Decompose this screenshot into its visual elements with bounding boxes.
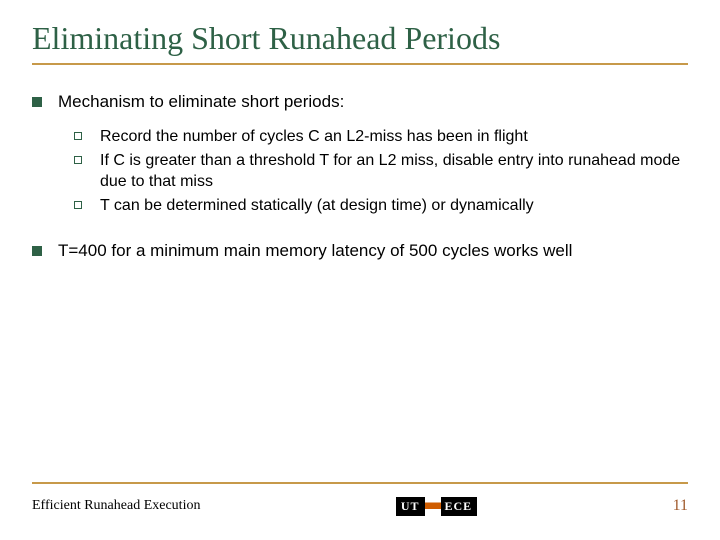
bullet-l1: Mechanism to eliminate short periods:	[32, 91, 688, 114]
slide: Eliminating Short Runahead Periods Mecha…	[0, 0, 720, 540]
bullet-l2-text: If C is greater than a threshold T for a…	[100, 150, 688, 193]
square-bullet-icon	[32, 246, 42, 256]
bullet-l2-text: T can be determined statically (at desig…	[100, 195, 688, 217]
bullet-l2: If C is greater than a threshold T for a…	[74, 150, 688, 193]
slide-content: Mechanism to eliminate short periods: Re…	[32, 91, 688, 263]
footer-rule	[32, 482, 688, 484]
hollow-square-bullet-icon	[74, 201, 82, 209]
logo-right: ECE	[441, 497, 478, 516]
footer-text: Efficient Runahead Execution	[32, 498, 200, 514]
logo-flag-icon	[425, 496, 441, 516]
hollow-square-bullet-icon	[74, 156, 82, 164]
hollow-square-bullet-icon	[74, 132, 82, 140]
slide-footer: Efficient Runahead Execution UT ECE 11	[32, 482, 688, 516]
page-number: 11	[673, 497, 688, 515]
bullet-l1-text: Mechanism to eliminate short periods:	[58, 91, 688, 114]
footer-row: Efficient Runahead Execution UT ECE 11	[32, 496, 688, 516]
logo-left: UT	[396, 497, 425, 516]
slide-title: Eliminating Short Runahead Periods	[32, 20, 688, 57]
bullet-l1: T=400 for a minimum main memory latency …	[32, 240, 688, 263]
title-rule	[32, 63, 688, 65]
sub-bullets: Record the number of cycles C an L2-miss…	[74, 126, 688, 216]
square-bullet-icon	[32, 97, 42, 107]
bullet-l2: Record the number of cycles C an L2-miss…	[74, 126, 688, 148]
bullet-l2-text: Record the number of cycles C an L2-miss…	[100, 126, 688, 148]
bullet-l2: T can be determined statically (at desig…	[74, 195, 688, 217]
bullet-l1-text: T=400 for a minimum main memory latency …	[58, 240, 688, 263]
ut-ece-logo: UT ECE	[396, 496, 477, 516]
